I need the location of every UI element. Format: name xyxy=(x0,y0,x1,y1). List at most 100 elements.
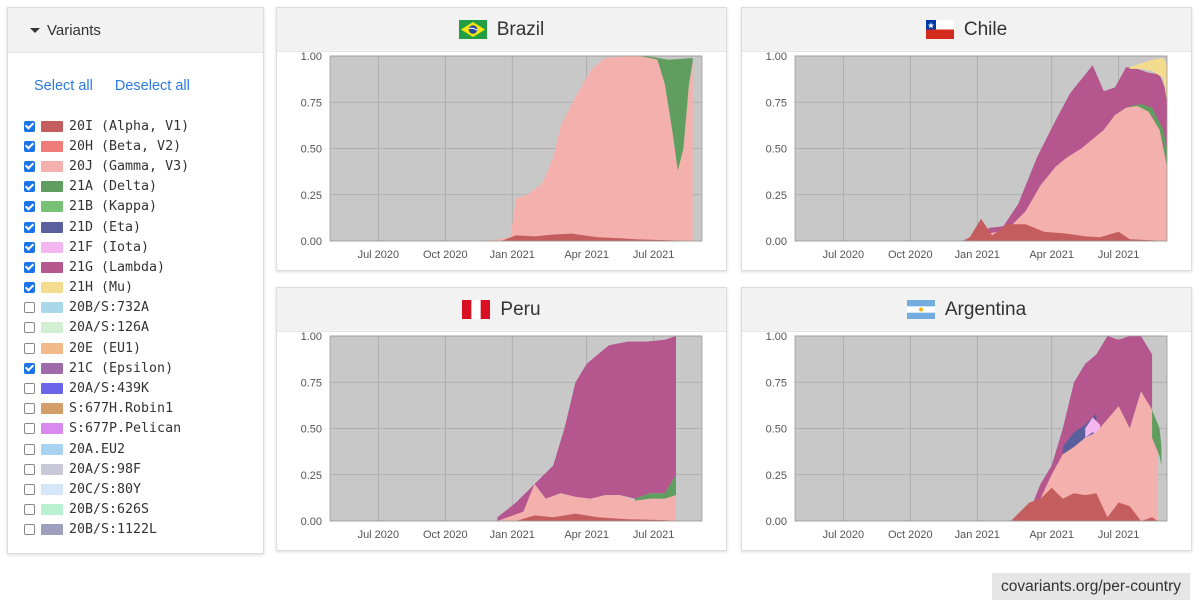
y-tick-label: 0.00 xyxy=(766,236,787,248)
chart-card-header: Peru xyxy=(277,288,726,332)
variant-checkbox[interactable] xyxy=(24,322,35,334)
variant-checkbox[interactable] xyxy=(24,120,35,132)
variant-item[interactable]: 21C (Epsilon) xyxy=(24,358,189,378)
selection-controls: Select all Deselect all xyxy=(34,78,208,94)
x-tick-label: Apr 2021 xyxy=(1029,529,1074,541)
variant-item[interactable]: 21F (Iota) xyxy=(24,237,189,257)
y-tick-label: 0.25 xyxy=(301,190,322,202)
x-tick-label: Apr 2021 xyxy=(564,249,609,261)
x-tick-label: Jan 2021 xyxy=(490,249,535,261)
variant-area xyxy=(1129,57,1167,103)
variant-area xyxy=(988,65,1167,234)
x-tick-label: Oct 2020 xyxy=(888,249,933,261)
y-tick-label: 1.00 xyxy=(301,331,322,343)
variant-color-swatch xyxy=(41,120,63,132)
x-tick-label: Apr 2021 xyxy=(564,529,609,541)
variant-color-swatch xyxy=(41,160,63,172)
variant-item[interactable]: 20C/S:80Y xyxy=(24,479,189,499)
y-tick-label: 1.00 xyxy=(301,51,322,63)
variant-color-swatch xyxy=(41,282,63,294)
variant-item[interactable]: 20A/S:126A xyxy=(24,318,189,338)
stacked-area-chart: 1.00 0.75 0.50 0.25 0.00 Jul 2020 Oct 2020 Jan … xyxy=(301,331,703,541)
x-tick-label: Jul 2021 xyxy=(633,529,675,541)
variant-label: S:677P.Pelican xyxy=(69,421,182,437)
variants-header[interactable]: Variants xyxy=(8,8,263,53)
variant-checkbox[interactable] xyxy=(24,221,35,233)
variant-label: 21B (Kappa) xyxy=(69,199,158,215)
variant-checkbox[interactable] xyxy=(24,302,35,314)
variant-item[interactable]: 21H (Mu) xyxy=(24,278,189,298)
variant-checkbox[interactable] xyxy=(24,483,35,495)
variant-label: 20B/S:732A xyxy=(69,300,150,316)
variant-checkbox[interactable] xyxy=(24,383,35,395)
variant-item[interactable]: 20J (Gamma, V3) xyxy=(24,156,189,176)
variant-checkbox[interactable] xyxy=(24,160,35,172)
variant-checkbox[interactable] xyxy=(24,241,35,253)
variant-item[interactable]: S:677P.Pelican xyxy=(24,419,189,439)
variant-area xyxy=(638,56,693,171)
x-tick-label: Jan 2021 xyxy=(955,529,1000,541)
variant-item[interactable]: 21G (Lambda) xyxy=(24,257,189,277)
x-tick-label: Jul 2021 xyxy=(1098,529,1140,541)
variant-label: 20I (Alpha, V1) xyxy=(69,118,190,134)
variant-color-swatch xyxy=(41,302,63,314)
plot-frame xyxy=(794,55,1168,242)
variant-color-swatch xyxy=(41,261,63,273)
variant-checkbox[interactable] xyxy=(24,140,35,152)
variant-checkbox[interactable] xyxy=(24,181,35,193)
peru-flag-icon xyxy=(462,300,491,319)
brazil-flag-icon xyxy=(458,20,487,39)
chart-title: Brazil xyxy=(496,18,545,40)
variant-label: 20B/S:626S xyxy=(69,502,150,518)
variant-area xyxy=(516,513,676,521)
x-tick-label: Apr 2021 xyxy=(1029,249,1074,261)
variant-label: 21A (Delta) xyxy=(69,179,158,195)
deselect-all-button[interactable]: Deselect all xyxy=(114,78,190,94)
x-tick-label: Oct 2020 xyxy=(423,249,468,261)
select-all-button[interactable]: Select all xyxy=(34,78,93,94)
chart-title: Peru xyxy=(500,298,541,320)
x-tick-label: Oct 2020 xyxy=(888,529,933,541)
variant-label: 20A/S:98F xyxy=(69,461,142,477)
source-url: covariants.org/per-country xyxy=(992,573,1190,600)
variant-color-swatch xyxy=(41,423,63,435)
variant-area xyxy=(962,218,1167,241)
x-tick-label: Jul 2021 xyxy=(633,249,675,261)
variant-area xyxy=(635,474,676,501)
stacked-area-chart: 1.00 0.75 0.50 0.25 0.00 Jul 2020 Oct 2020 Jan … xyxy=(301,51,703,261)
chart-card-header: Argentina xyxy=(742,288,1191,332)
variant-item[interactable]: 20E (EU1) xyxy=(24,338,189,358)
variant-checkbox[interactable] xyxy=(24,463,35,475)
variant-checkbox[interactable] xyxy=(24,423,35,435)
variant-item[interactable]: 20A/S:439K xyxy=(24,378,189,398)
variant-item[interactable]: 20A/S:98F xyxy=(24,459,189,479)
variant-checkbox[interactable] xyxy=(24,261,35,273)
variant-item[interactable]: 20B/S:626S xyxy=(24,500,189,520)
variant-item[interactable]: 20H (Beta, V2) xyxy=(24,136,189,156)
variant-item[interactable]: 20B/S:732A xyxy=(24,298,189,318)
y-tick-label: 0.25 xyxy=(301,470,322,482)
variant-checkbox[interactable] xyxy=(24,504,35,516)
y-tick-label: 1.00 xyxy=(766,331,787,343)
variant-item[interactable]: 21D (Eta) xyxy=(24,217,189,237)
variant-checkbox[interactable] xyxy=(24,362,35,374)
variant-checkbox[interactable] xyxy=(24,282,35,294)
variant-color-swatch xyxy=(41,403,63,415)
variant-item[interactable]: 20B/S:1122L xyxy=(24,520,189,540)
variant-checkbox[interactable] xyxy=(24,342,35,354)
variant-item[interactable]: 21B (Kappa) xyxy=(24,197,189,217)
variant-checkbox[interactable] xyxy=(24,201,35,213)
y-tick-label: 0.25 xyxy=(766,470,787,482)
variant-item[interactable]: S:677H.Robin1 xyxy=(24,399,189,419)
variant-item[interactable]: 20I (Alpha, V1) xyxy=(24,116,189,136)
variant-checkbox[interactable] xyxy=(24,443,35,455)
y-tick-label: 0.75 xyxy=(301,377,322,389)
variant-checkbox[interactable] xyxy=(24,403,35,415)
variant-item[interactable]: 21A (Delta) xyxy=(24,177,189,197)
variant-checkbox[interactable] xyxy=(24,524,35,536)
variant-item[interactable]: 20A.EU2 xyxy=(24,439,189,459)
caret-down-icon[interactable] xyxy=(30,27,40,33)
variant-label: 21G (Lambda) xyxy=(69,259,166,275)
y-tick-label: 0.75 xyxy=(766,377,787,389)
y-tick-label: 0.75 xyxy=(301,97,322,109)
